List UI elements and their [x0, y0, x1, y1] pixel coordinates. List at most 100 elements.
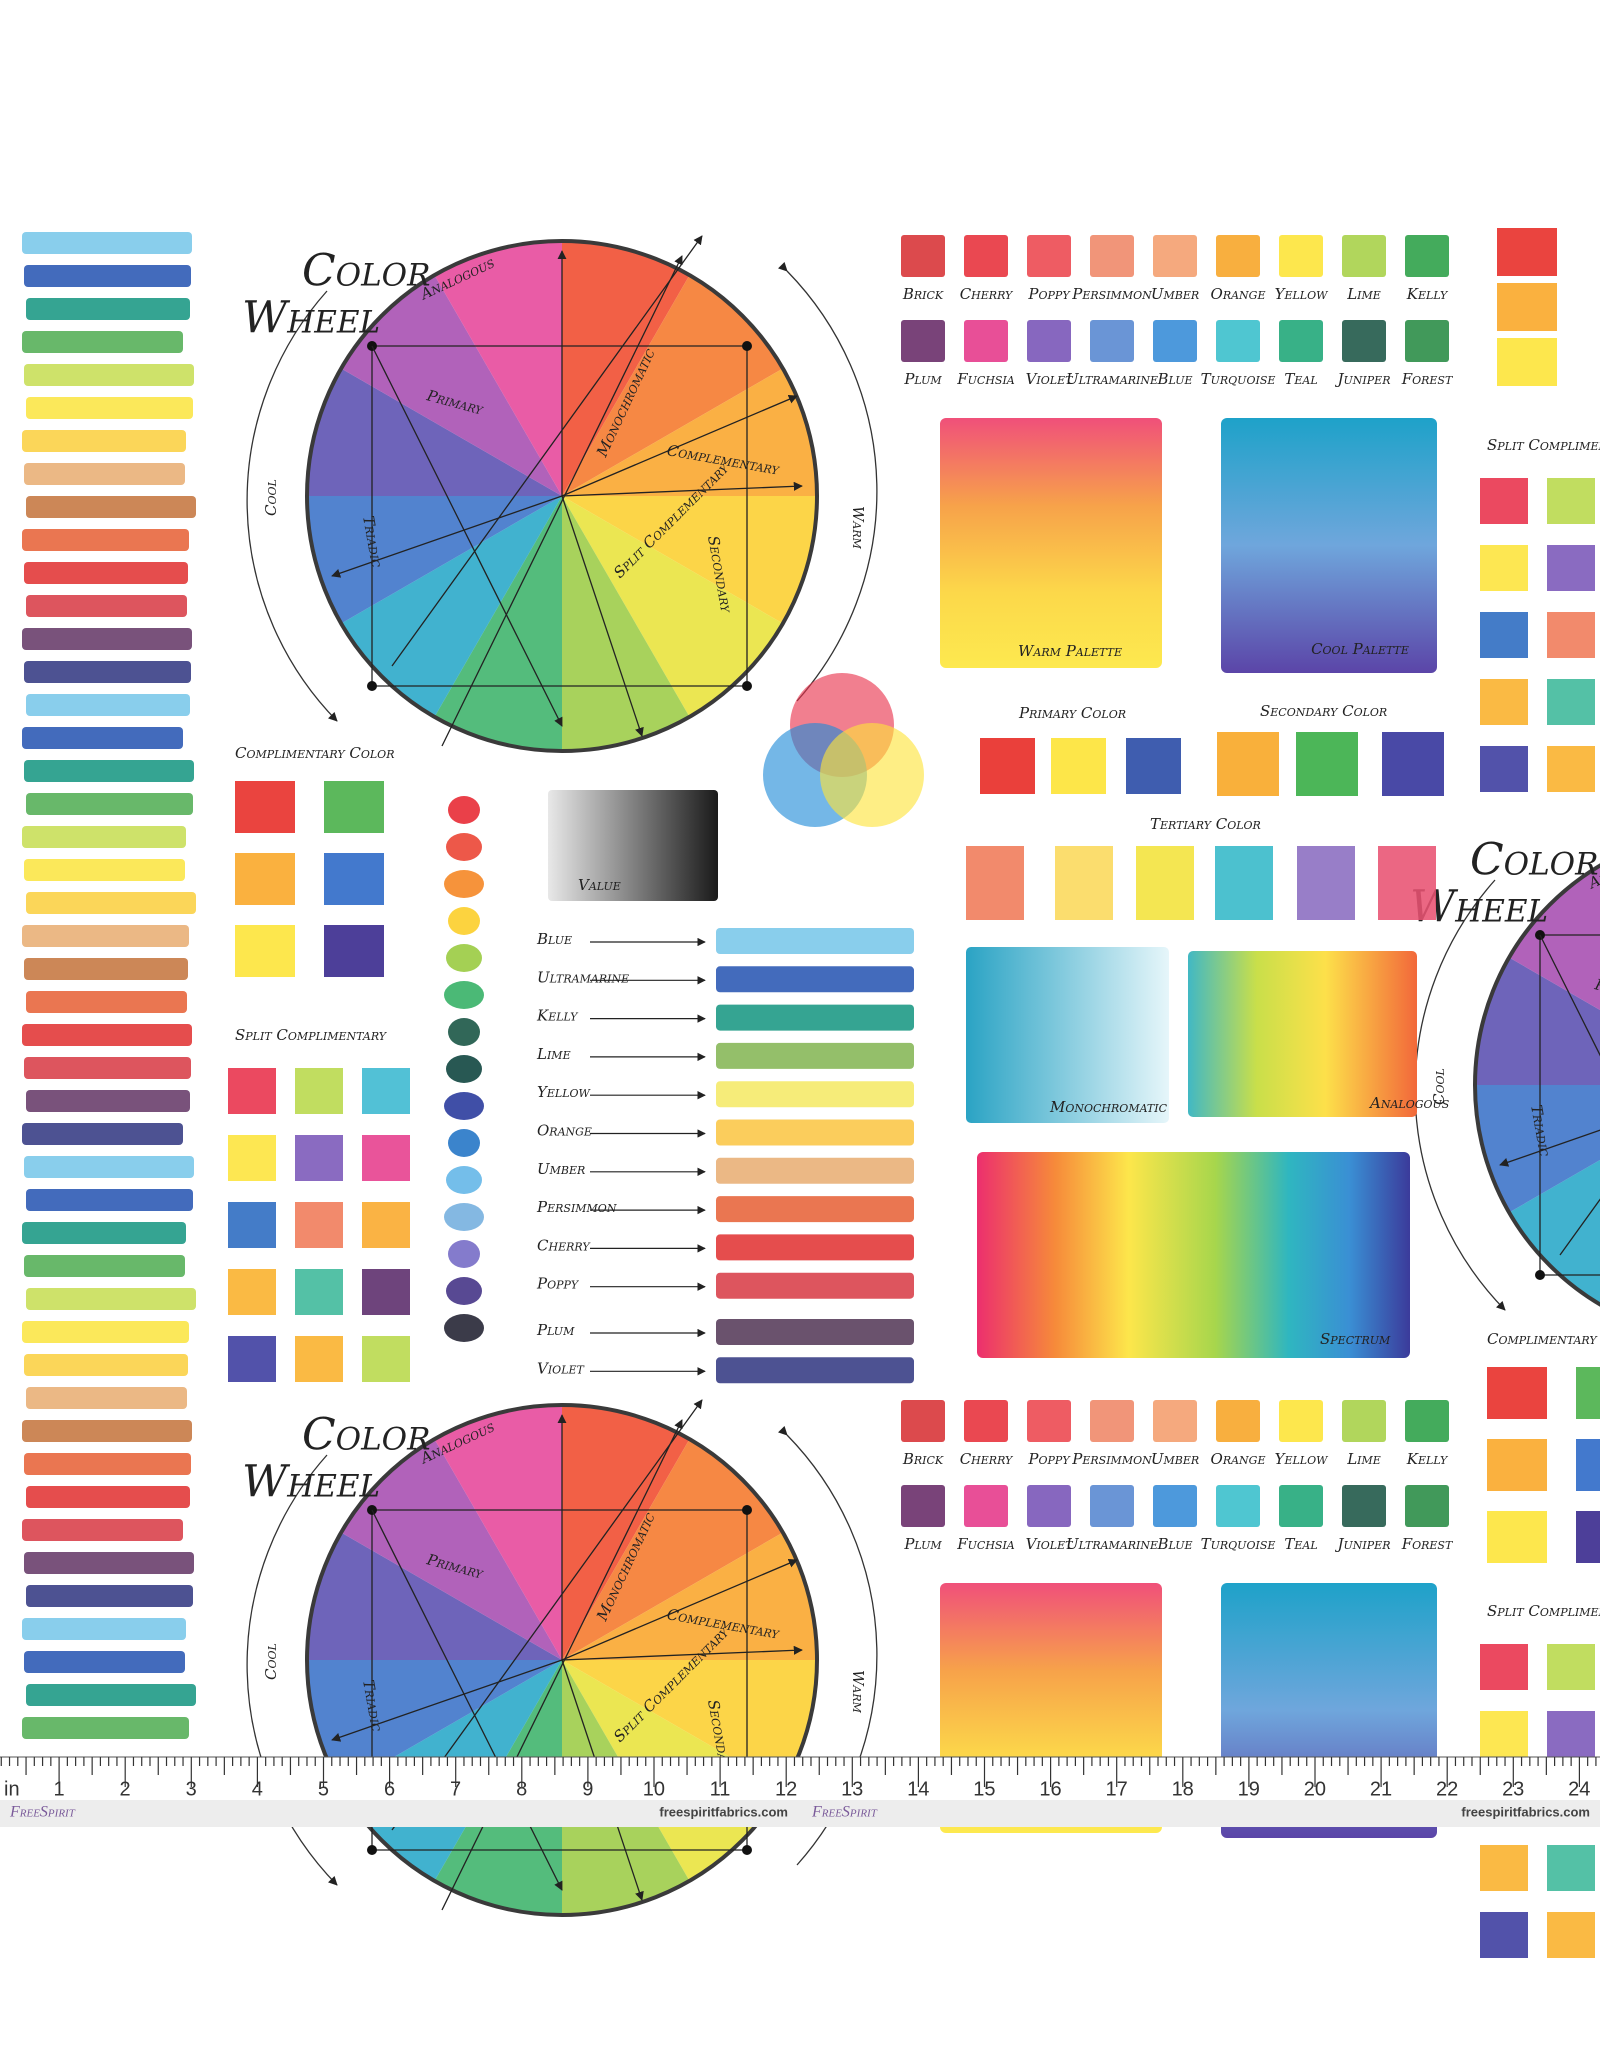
scheme-arrow: [561, 1645, 803, 1661]
label: 3: [186, 1778, 197, 1800]
primary-swatch: [1126, 738, 1181, 794]
paint-stripe: [22, 529, 189, 551]
swatch: [964, 1485, 1008, 1527]
ruler-footer: [0, 1800, 1600, 1827]
tertiary-swatch: [966, 846, 1024, 920]
label: Kelly: [1406, 1450, 1449, 1468]
paint-blob: [444, 1092, 484, 1120]
label: Lime: [1346, 1450, 1381, 1468]
paint-stripe: [24, 1156, 194, 1178]
scheme-dot: [742, 1845, 752, 1855]
paint-blob: [448, 907, 480, 935]
edge-swatch: [1497, 338, 1557, 386]
mixing-stripe: [716, 1357, 914, 1384]
paint-blob: [444, 1314, 484, 1342]
swatch: [1405, 1400, 1449, 1442]
paint-blob: [444, 870, 484, 898]
label: Forest: [1401, 1535, 1454, 1553]
swatch: [1405, 1485, 1449, 1527]
label: Color: [302, 246, 430, 297]
swatch: [1216, 1400, 1260, 1442]
label: Cool Palette: [1311, 640, 1409, 658]
paint-stripe: [26, 1585, 193, 1607]
label: Cool: [262, 479, 280, 516]
split-swatch: [228, 1135, 276, 1181]
arc-warm: [778, 261, 878, 702]
cool-palette: [1221, 418, 1437, 673]
complementary-swatch: [324, 853, 384, 905]
secondary-swatch: [1382, 732, 1444, 796]
warm-palette: [940, 418, 1162, 668]
tertiary-swatch: [1378, 846, 1436, 920]
wheel-rim: [305, 1403, 819, 1917]
label: Split Complimentary: [1487, 436, 1600, 454]
split-swatch: [1547, 1845, 1595, 1891]
wheel-wedge: [562, 496, 817, 624]
label: 9: [582, 1778, 593, 1800]
split-swatch: [1547, 545, 1595, 591]
paint-stripe: [24, 958, 188, 980]
wheel-wedge: [562, 368, 817, 496]
swatch: [964, 320, 1008, 362]
spectrum-blend: [977, 1152, 1410, 1358]
paint-blob: [444, 981, 484, 1009]
label: Split Complimentary: [235, 1026, 388, 1044]
label: Turquoise: [1201, 1535, 1276, 1553]
label: 17: [1105, 1778, 1127, 1800]
label: Warm Palette: [1018, 642, 1122, 660]
paint-stripe: [22, 430, 186, 452]
swatch: [1342, 320, 1386, 362]
wheel-wedge: [562, 1439, 783, 1660]
swatch: [1027, 320, 1071, 362]
mixing-circle: [820, 723, 924, 827]
paint-blob: [446, 944, 482, 972]
label: in: [4, 1778, 20, 1800]
scheme-arrow: [561, 395, 798, 497]
label: Lime: [1346, 285, 1381, 303]
paint-stripe: [22, 1321, 189, 1343]
wheel-wedge: [434, 241, 562, 496]
label: Teal: [1284, 1535, 1317, 1553]
label: Blue: [536, 930, 572, 948]
label: Teal: [1284, 370, 1317, 388]
swatch: [1405, 320, 1449, 362]
paint-blob: [444, 1203, 484, 1231]
paint-stripe: [22, 1618, 186, 1640]
wheel-wedge: [307, 1660, 562, 1788]
swatch: [901, 1400, 945, 1442]
label: freespiritfabrics.com: [659, 1804, 788, 1819]
swatch: [1153, 320, 1197, 362]
tertiary-swatch: [1055, 846, 1113, 920]
wheel-rim: [305, 239, 819, 753]
analogous-blend: [1188, 951, 1417, 1117]
split-swatch: [295, 1135, 343, 1181]
tertiary-swatch: [1297, 846, 1355, 920]
mixing-stripe: [716, 1157, 914, 1184]
tertiary-swatch: [1215, 846, 1273, 920]
swatch: [1153, 235, 1197, 277]
paint-stripe: [24, 1354, 188, 1376]
split-swatch: [362, 1202, 410, 1248]
label: 2: [120, 1778, 131, 1800]
complementary-swatch: [324, 925, 384, 977]
paint-stripe: [24, 1651, 185, 1673]
paint-stripe: [22, 1024, 192, 1046]
label: Juniper: [1335, 1535, 1391, 1553]
swatch: [901, 235, 945, 277]
complementary-swatch: [1576, 1511, 1600, 1563]
label: Brick: [902, 285, 944, 303]
label: Ultramarine: [1066, 1535, 1158, 1553]
split-swatch: [362, 1269, 410, 1315]
label: Persimmon: [536, 1198, 617, 1216]
split-swatch: [1547, 1711, 1595, 1757]
label: 20: [1304, 1778, 1326, 1800]
label: 7: [450, 1778, 461, 1800]
split-swatch: [295, 1336, 343, 1382]
paint-stripe: [24, 265, 191, 287]
label: Kelly: [1406, 285, 1449, 303]
swatch: [1216, 235, 1260, 277]
scheme-arrow: [1499, 1129, 1600, 1167]
paint-stripe: [24, 859, 185, 881]
label: 6: [384, 1778, 395, 1800]
